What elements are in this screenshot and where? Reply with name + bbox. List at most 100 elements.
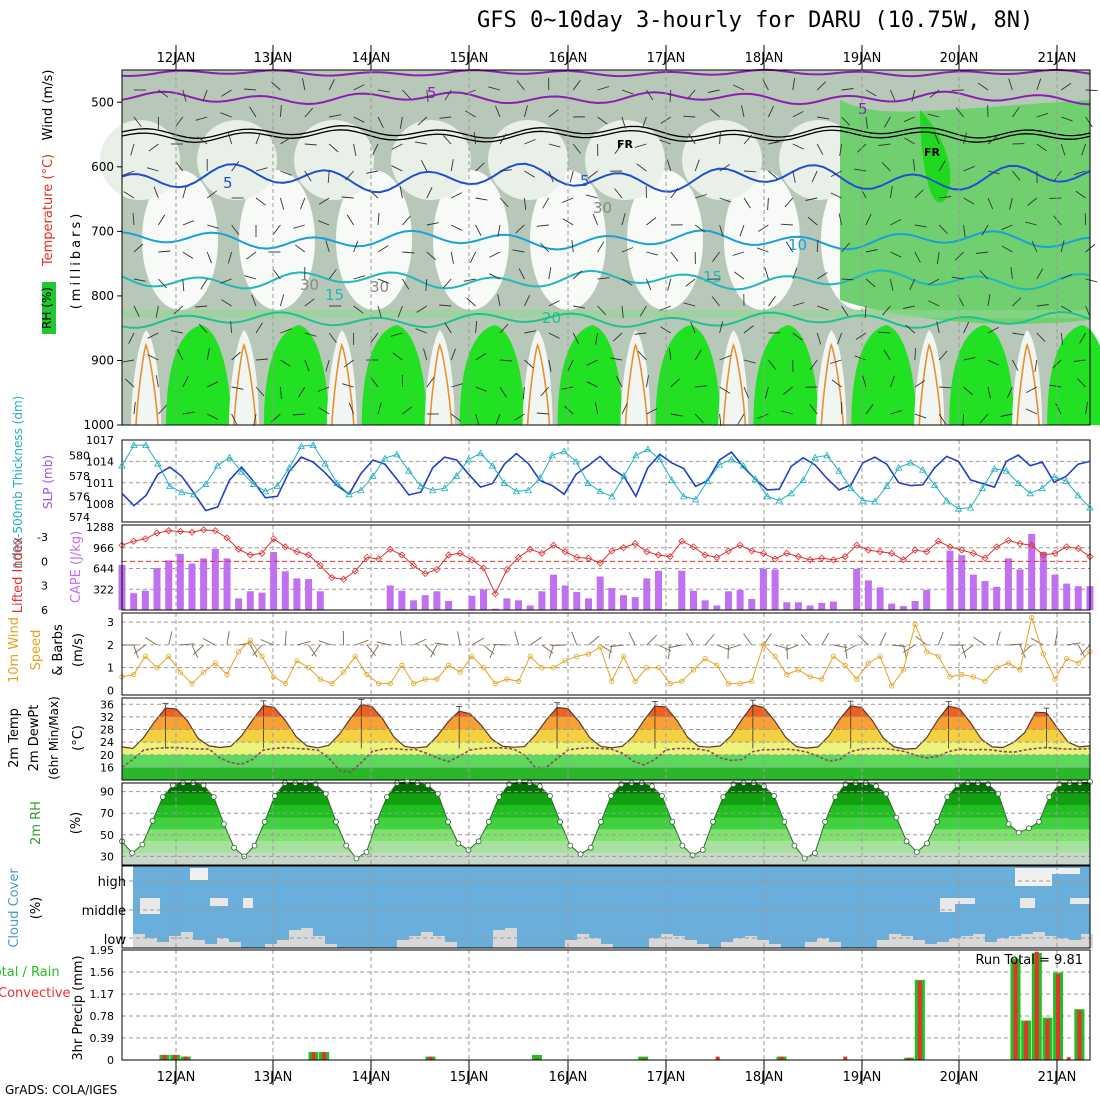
wind-barb [646, 217, 657, 226]
wind-barb [981, 224, 989, 236]
wind-barb [122, 170, 135, 176]
wind-barb [377, 89, 390, 93]
wind-barb [536, 412, 549, 415]
cloud-panel-frame [121, 865, 1091, 949]
cape-bar [923, 590, 931, 610]
wind-barb [783, 386, 794, 395]
wind-tick-label: 3 [107, 616, 114, 629]
lifted-index-marker [759, 549, 768, 557]
wind-barb [1010, 267, 1013, 280]
cape-bar [748, 599, 756, 610]
lifted-index-marker [200, 526, 208, 534]
wind-barb [353, 84, 365, 91]
rh2m-marker [455, 840, 462, 847]
rh2m-marker [832, 794, 839, 800]
rh2m-marker [608, 793, 614, 799]
wind-barb [220, 278, 232, 284]
wind-barb [977, 82, 989, 91]
contour-label: 15 [325, 286, 344, 304]
wind-barb [637, 350, 647, 361]
wind-barb [734, 271, 745, 280]
cloud-mid-block [1070, 898, 1090, 904]
rh2m-marker [649, 783, 655, 790]
rh2m-marker [903, 838, 910, 845]
cloud-low-block [577, 934, 589, 948]
cape-bar [783, 602, 791, 610]
wind-speed-marker [352, 653, 358, 659]
wind-barb [569, 170, 574, 183]
temp-tick-label: 32 [100, 711, 114, 724]
wind-barb [838, 213, 843, 226]
precip-convective-bar [428, 1056, 433, 1060]
cape-bar [969, 574, 977, 610]
wind-barb [1025, 386, 1038, 393]
rh2m-marker [251, 842, 258, 849]
wind-speed-marker [912, 621, 918, 628]
wind-barb-10m [1020, 644, 1032, 655]
rh-band [122, 841, 1090, 854]
cape-bar [258, 592, 266, 610]
wind-barb [522, 386, 525, 400]
wind-barb-10m [658, 644, 672, 652]
wind-barb [515, 224, 525, 234]
wind-speed-marker [434, 676, 440, 682]
wind-barb [516, 80, 525, 91]
thickness-marker [978, 484, 987, 492]
wind-barbs-axis-label: & Barbs [51, 624, 66, 676]
rh2m-marker [261, 818, 268, 825]
wind-barb [572, 80, 581, 91]
wind-speed-marker [259, 653, 265, 659]
wind-barb [670, 378, 680, 388]
cape-bar [888, 603, 896, 610]
wind-tick-label: 2 [107, 639, 114, 652]
wind-barb [585, 194, 598, 199]
wind-barb [914, 380, 926, 388]
wind-barb [207, 224, 219, 229]
wind-speed-marker [527, 653, 533, 659]
wind-speed-line [121, 615, 1091, 687]
wind-barb [1053, 170, 1062, 182]
rh-dry-patch [724, 170, 800, 310]
thickness-marker [608, 492, 616, 500]
wind-barb [719, 321, 724, 334]
rh-band [122, 310, 1090, 318]
wind-barb [610, 357, 623, 361]
wind-speed-marker [970, 674, 977, 680]
wind-barb [353, 116, 365, 123]
thickness-tick-label: 576 [69, 490, 90, 503]
precip-total-axis-label: Total / Rain [0, 965, 60, 980]
wind-panel-frame [121, 612, 1091, 696]
wind-barb [572, 143, 581, 154]
precip-convective-bar [641, 1058, 646, 1060]
slp-tick-label: 1011 [86, 477, 114, 490]
wind-barb [768, 170, 778, 180]
thickness-marker [500, 479, 509, 486]
rh2m-marker [1005, 821, 1012, 827]
wind-speed-marker [410, 680, 417, 687]
rh2m-marker [812, 850, 818, 856]
wind-barb-10m [296, 640, 311, 646]
wind-barb-10m [308, 644, 317, 657]
cape-bar [398, 590, 406, 610]
rh-band [122, 805, 1090, 818]
rh2m-marker [720, 794, 727, 800]
thickness-marker [488, 461, 497, 469]
wind-barb [1031, 240, 1038, 253]
wind-barb [621, 89, 634, 95]
thickness-marker [309, 441, 317, 449]
lifted-index-tick-label: 6 [41, 604, 48, 617]
wind-barb [128, 332, 135, 344]
wind-speed-marker [690, 667, 697, 673]
wind-barb [423, 348, 428, 361]
wind-barb [719, 224, 724, 237]
precip-convective-bar [907, 1057, 912, 1060]
wind-speed-marker [387, 680, 393, 687]
wind-barb [792, 78, 796, 91]
wind-barb [903, 116, 915, 123]
cape-bar [759, 568, 767, 610]
rh2m-marker [516, 779, 523, 785]
wind-barb [220, 112, 232, 118]
wind-barb [328, 332, 337, 343]
wind-barb [548, 332, 560, 339]
lifted-index-marker [969, 549, 977, 557]
